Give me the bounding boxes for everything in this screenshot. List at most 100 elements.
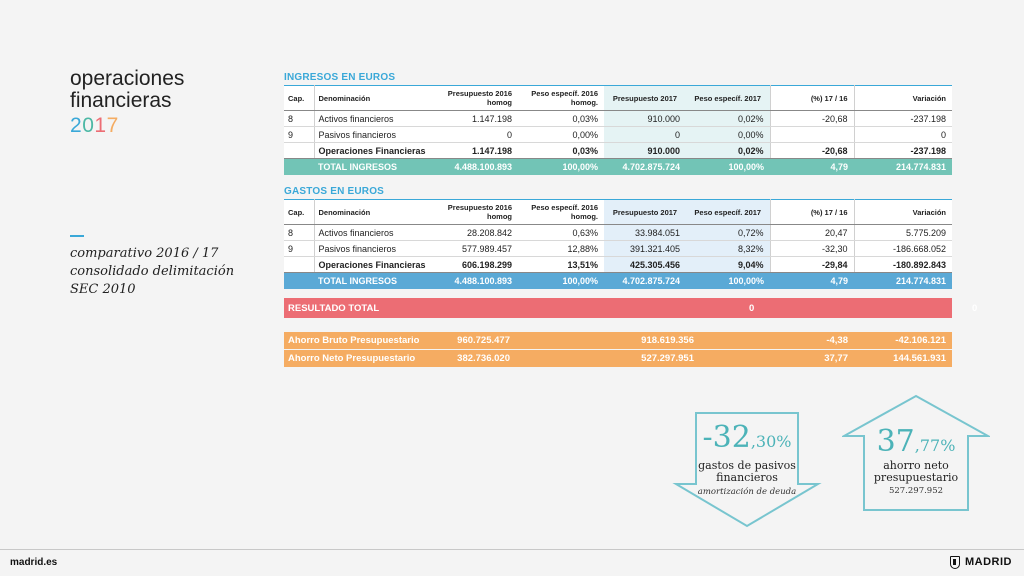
table-row: 9 Pasivos financieros 0 0,00% 0 0,00% 0 xyxy=(284,126,952,143)
table-cell xyxy=(284,272,314,289)
ahorro-callout-value: 37,77% xyxy=(842,424,990,459)
callout-label-line: gastos de pasivos xyxy=(698,459,796,472)
table-cell xyxy=(284,256,315,273)
ingresos-table: Cap. Denominación Presupuesto 2016 homog… xyxy=(284,85,952,175)
table-cell: 1.147.198 xyxy=(432,142,518,159)
gastos-callout-note: amortización de deuda xyxy=(697,487,797,497)
column-header: Variación xyxy=(854,199,952,225)
table-cell: 0 xyxy=(604,126,686,143)
column-header: (%) 17 / 16 xyxy=(770,85,855,111)
table-cell: 0 xyxy=(432,126,518,143)
resultado-total-bar: RESULTADO TOTAL 0 0 xyxy=(284,298,977,318)
gastos-callout-value: -32,30% xyxy=(672,420,822,455)
column-header: Presupuesto 2016 homog xyxy=(432,199,518,225)
page-subtitle: comparativo 2016 / 17 consolidado delimi… xyxy=(70,245,260,299)
ahorro-bruto-var: -42.106.121 xyxy=(895,335,946,346)
ahorro-neto-var: 144.561.931 xyxy=(893,353,946,364)
resultado-total-label: RESULTADO TOTAL xyxy=(288,303,380,314)
table-cell: 9 xyxy=(284,126,315,143)
table-cell: -29,84 xyxy=(770,256,855,273)
table-cell: 4.702.875.724 xyxy=(604,158,686,175)
table-cell: TOTAL INGRESOS xyxy=(314,272,432,289)
table-cell: 1.147.198 xyxy=(432,110,518,127)
table-cell: Activos financieros xyxy=(314,110,432,127)
table-cell: 0,00% xyxy=(518,126,604,143)
gastos-callout-decimals: ,30% xyxy=(750,432,792,451)
table-header-row: Cap. Denominación Presupuesto 2016 homog… xyxy=(284,199,952,225)
table-cell: 100,00% xyxy=(686,272,770,289)
table-cell: -186.668.052 xyxy=(854,240,952,257)
page-title: operaciones financieras xyxy=(70,68,184,112)
table-cell: 9 xyxy=(284,240,315,257)
ahorro-callout-label: ahorro neto presupuestario xyxy=(842,460,990,484)
table-cell: 214.774.831 xyxy=(854,158,952,175)
resultado-2017: 0 xyxy=(972,303,978,314)
table-cell: Pasivos financieros xyxy=(314,240,432,257)
subtitle-divider xyxy=(70,235,84,237)
table-cell: 13,51% xyxy=(518,256,604,273)
table-cell: 0,63% xyxy=(518,224,604,241)
column-header: Presupuesto 2017 xyxy=(604,85,686,111)
table-cell: 4.702.875.724 xyxy=(604,272,686,289)
gastos-callout-number: -32 xyxy=(702,420,751,455)
total-row: TOTAL INGRESOS 4.488.100.893 100,00% 4.7… xyxy=(284,158,952,175)
table-cell: 0,00% xyxy=(686,126,771,143)
madrid-crest-icon xyxy=(950,555,960,569)
table-cell: 0,72% xyxy=(686,224,771,241)
table-cell: 8 xyxy=(284,224,315,241)
table-row: 9 Pasivos financieros 577.989.457 12,88%… xyxy=(284,240,952,257)
column-header: Peso específ. 2016 homog. xyxy=(518,85,604,111)
house-icon xyxy=(842,394,990,511)
table-cell xyxy=(770,126,855,143)
gastos-section-title: GASTOS EN EUROS xyxy=(284,186,385,197)
table-cell: 391.321.405 xyxy=(604,240,686,257)
table-cell: -32,30 xyxy=(770,240,855,257)
ingresos-section-title: INGRESOS EN EUROS xyxy=(284,72,396,83)
table-cell: 214.774.831 xyxy=(854,272,952,289)
subtitle-line: SEC 2010 xyxy=(70,282,136,297)
table-cell: 0,03% xyxy=(518,110,604,127)
ahorro-bruto-bar: Ahorro Bruto Presupuestario 960.725.477 … xyxy=(284,332,952,349)
table-cell: 33.984.051 xyxy=(604,224,686,241)
table-cell: 8,32% xyxy=(686,240,771,257)
madrid-es-link[interactable]: madrid.es xyxy=(10,557,58,568)
table-cell: 910.000 xyxy=(604,110,686,127)
page-year: 2017 xyxy=(70,114,119,138)
table-cell: -237.198 xyxy=(854,110,952,127)
subtitle-line: consolidado delimitación xyxy=(70,264,235,279)
table-cell: 0 xyxy=(854,126,952,143)
table-cell: Activos financieros xyxy=(314,224,432,241)
table-cell: -20,68 xyxy=(770,110,855,127)
table-cell: 425.305.456 xyxy=(604,256,686,273)
subtitle-line: comparativo 2016 / 17 xyxy=(70,246,219,261)
ahorro-neto-2016: 382.736.020 xyxy=(457,353,510,364)
table-cell: 8 xyxy=(284,110,315,127)
table-cell: Operaciones Financieras xyxy=(314,256,432,273)
ahorro-neto-bar: Ahorro Neto Presupuestario 382.736.020 5… xyxy=(284,350,952,367)
column-header: Cap. xyxy=(284,85,315,111)
table-cell: 606.198.299 xyxy=(432,256,518,273)
table-cell: 100,00% xyxy=(686,158,770,175)
gastos-table: Cap. Denominación Presupuesto 2016 homog… xyxy=(284,199,952,289)
table-cell: 0,03% xyxy=(518,142,604,159)
year-digit: 7 xyxy=(106,114,119,137)
table-cell: 910.000 xyxy=(604,142,686,159)
year-digit: 0 xyxy=(82,114,95,137)
table-cell: 100,00% xyxy=(518,272,604,289)
column-header: (%) 17 / 16 xyxy=(770,199,855,225)
ahorro-callout-number: 37 xyxy=(876,424,915,459)
table-cell: 577.989.457 xyxy=(432,240,518,257)
ahorro-callout-note: 527.297.952 xyxy=(888,486,944,496)
ahorro-bruto-2017: 918.619.356 xyxy=(641,335,694,346)
table-cell: TOTAL INGRESOS xyxy=(314,158,432,175)
table-cell xyxy=(284,158,314,175)
ahorro-bruto-label: Ahorro Bruto Presupuestario xyxy=(288,335,420,346)
table-cell: -20,68 xyxy=(770,142,855,159)
ahorro-callout-decimals: ,77% xyxy=(914,436,956,455)
table-cell: Operaciones Financieras xyxy=(314,142,432,159)
page-title-line-2: financieras xyxy=(70,89,172,112)
table-cell: 9,04% xyxy=(686,256,771,273)
column-header: Variación xyxy=(854,85,952,111)
down-arrow-icon xyxy=(672,412,822,528)
ahorro-neto-pct: 37,77 xyxy=(824,353,848,364)
